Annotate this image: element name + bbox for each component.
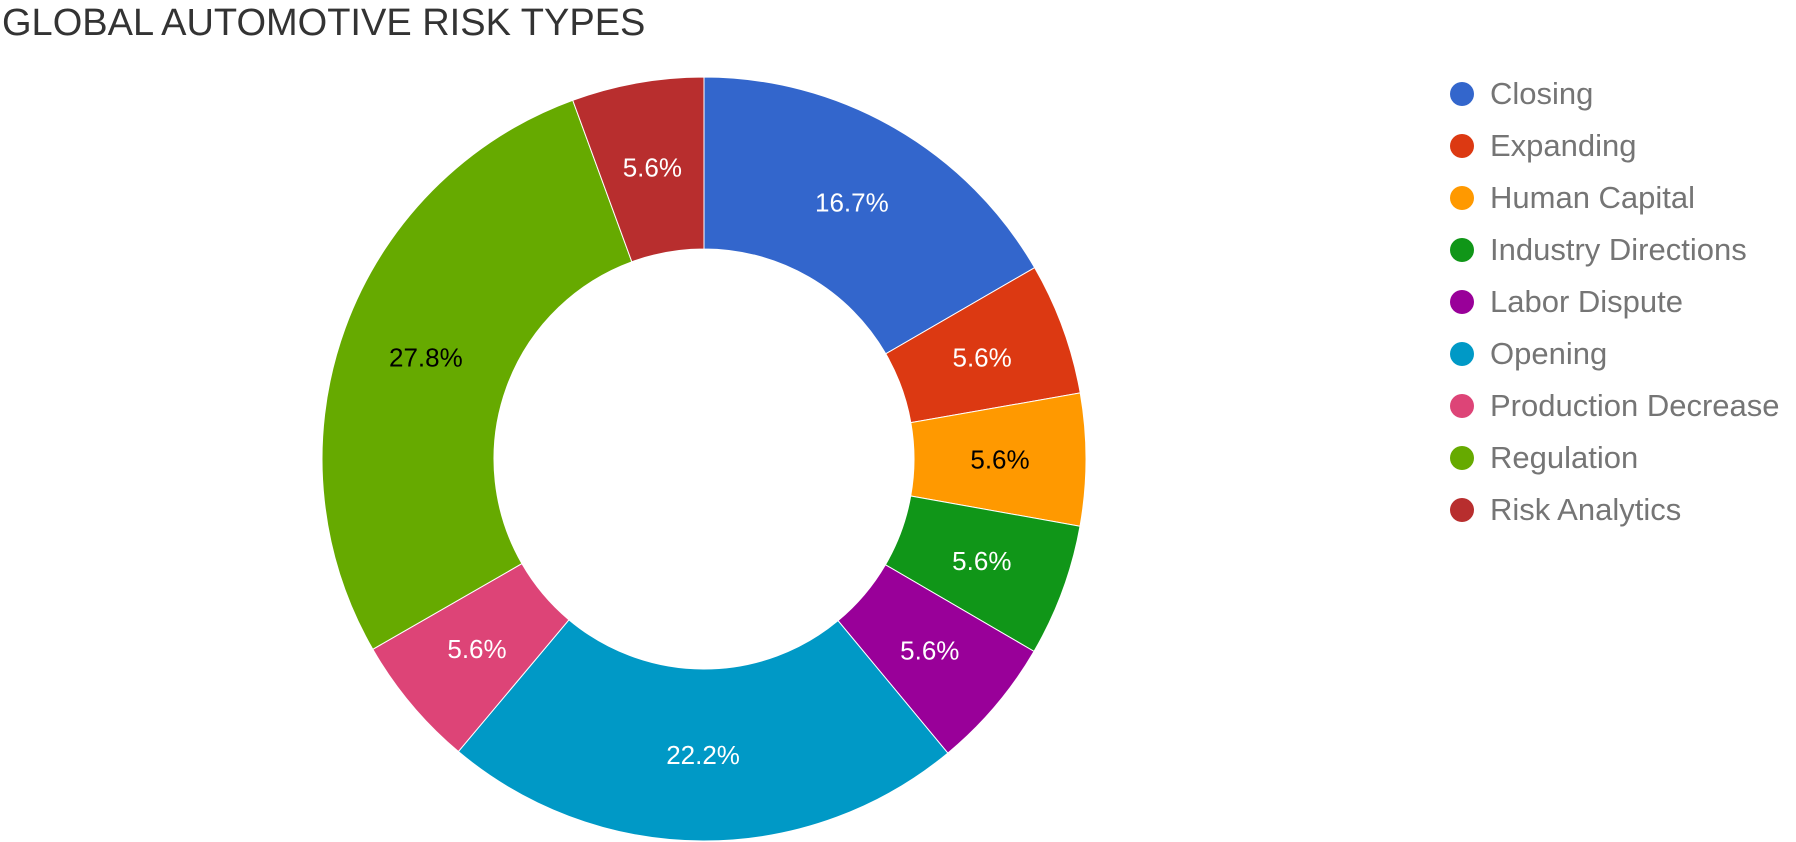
slice-regulation[interactable] <box>321 99 633 650</box>
legend-label: Opening <box>1490 336 1608 371</box>
legend-label: Expanding <box>1490 128 1637 163</box>
legend-item-labor-dispute[interactable]: Labor Dispute <box>1450 276 1780 328</box>
legend-swatch <box>1450 186 1474 210</box>
legend-swatch <box>1450 290 1474 314</box>
slice-closing[interactable] <box>703 76 1036 355</box>
slice-label-expanding: 5.6% <box>952 343 1011 373</box>
legend-label: Production Decrease <box>1490 388 1780 423</box>
slice-label-opening: 22.2% <box>666 740 740 770</box>
legend-label: Risk Analytics <box>1490 492 1682 527</box>
slice-label-production-decrease: 5.6% <box>447 634 506 664</box>
legend-swatch <box>1450 82 1474 106</box>
legend-swatch <box>1450 134 1474 158</box>
legend-item-regulation[interactable]: Regulation <box>1450 432 1780 484</box>
legend-swatch <box>1450 342 1474 366</box>
legend: Closing Expanding Human Capital Industry Di… <box>1450 68 1780 536</box>
slice-label-human-capital: 5.6% <box>970 444 1029 474</box>
slice-label-regulation: 27.8% <box>389 343 463 373</box>
legend-item-closing[interactable]: Closing <box>1450 68 1780 120</box>
slice-label-risk-analytics: 5.6% <box>623 153 682 183</box>
legend-label: Industry Directions <box>1490 232 1747 267</box>
legend-swatch <box>1450 446 1474 470</box>
legend-label: Regulation <box>1490 440 1639 475</box>
legend-label: Labor Dispute <box>1490 284 1684 319</box>
legend-item-risk-analytics[interactable]: Risk Analytics <box>1450 484 1780 536</box>
slice-opening[interactable] <box>457 619 949 842</box>
legend-item-expanding[interactable]: Expanding <box>1450 120 1780 172</box>
slices-group <box>321 76 1087 842</box>
slice-label-closing: 16.7% <box>815 188 889 218</box>
slice-risk-analytics[interactable] <box>572 76 705 263</box>
chart-title: GLOBAL AUTOMOTIVE RISK TYPES <box>2 2 646 44</box>
legend-label: Human Capital <box>1490 180 1696 215</box>
legend-swatch <box>1450 238 1474 262</box>
slice-label-labor-dispute: 5.6% <box>900 635 959 665</box>
legend-label: Closing <box>1490 76 1594 111</box>
slice-labels-group: 16.7% 5.6% 5.6% 5.6% 5.6% 22.2% 5.6% 27.8% 5.6% <box>389 153 1030 770</box>
legend-item-production-decrease[interactable]: Production Decrease <box>1450 380 1780 432</box>
legend-item-opening[interactable]: Opening <box>1450 328 1780 380</box>
legend-swatch <box>1450 394 1474 418</box>
legend-swatch <box>1450 498 1474 522</box>
slice-label-industry-directions: 5.6% <box>952 546 1011 576</box>
legend-item-human-capital[interactable]: Human Capital <box>1450 172 1780 224</box>
legend-item-industry-directions[interactable]: Industry Directions <box>1450 224 1780 276</box>
